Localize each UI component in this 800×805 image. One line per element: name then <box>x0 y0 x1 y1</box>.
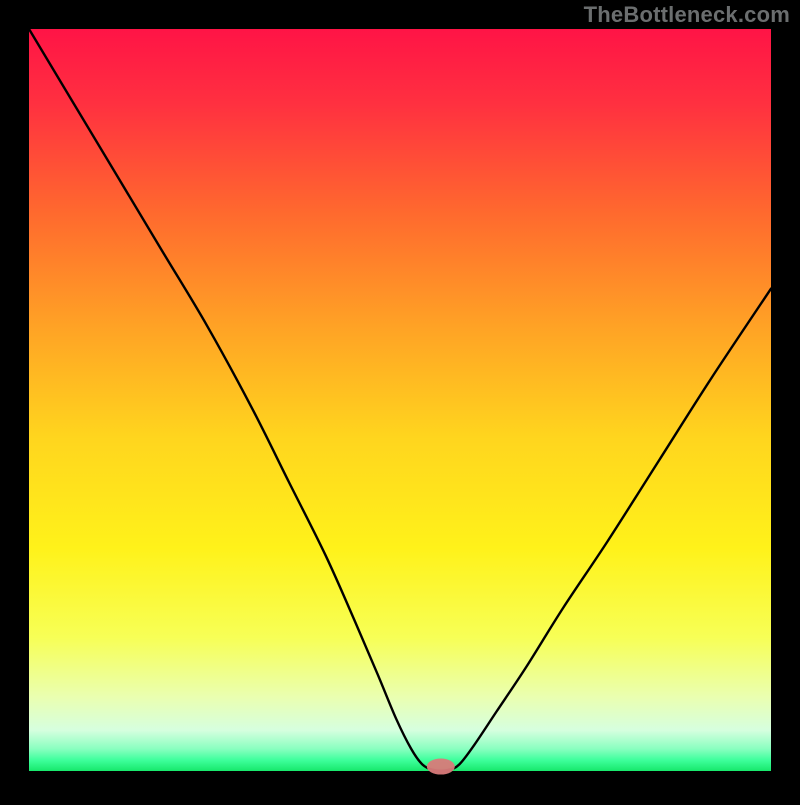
watermark-label: TheBottleneck.com <box>584 2 790 28</box>
bottleneck-chart <box>0 0 800 800</box>
minimum-marker <box>427 759 455 775</box>
chart-frame: TheBottleneck.com <box>0 0 800 800</box>
chart-gradient-background <box>29 29 771 771</box>
